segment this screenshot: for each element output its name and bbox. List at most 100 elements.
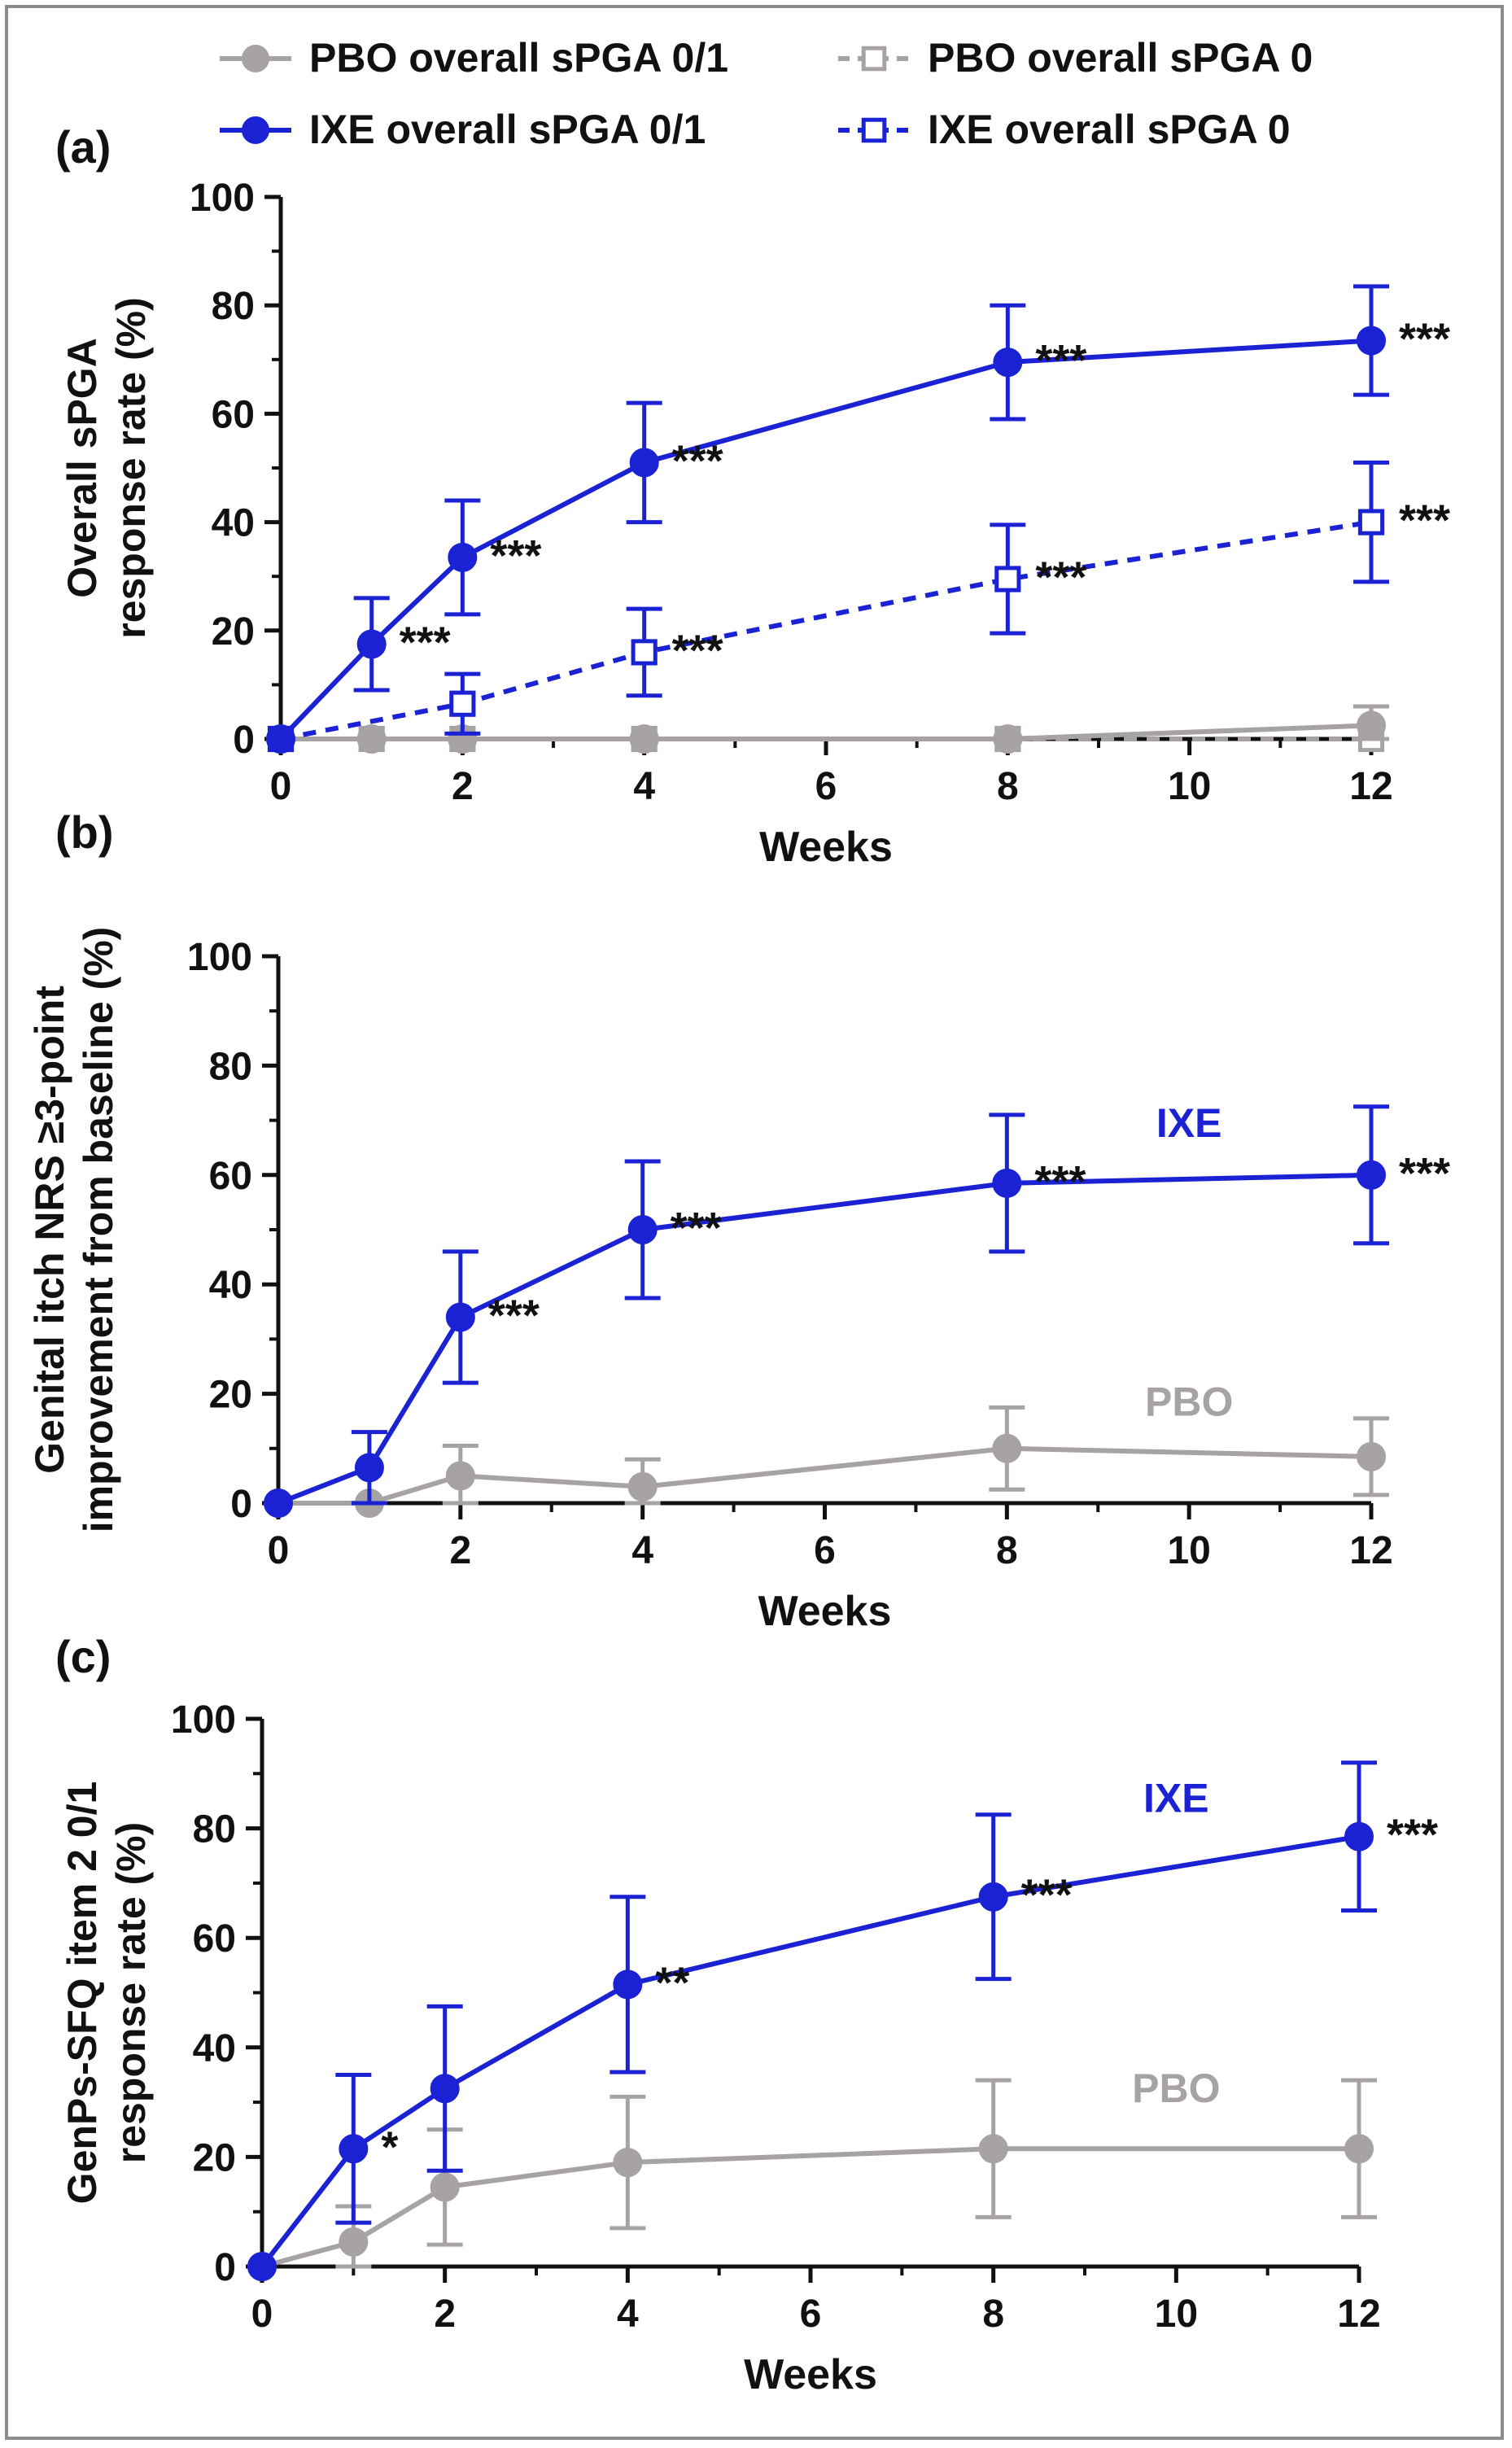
y-tick-label: 80 bbox=[209, 1045, 252, 1088]
data-point bbox=[629, 724, 659, 754]
x-tick-label: 2 bbox=[449, 1529, 471, 1572]
data-point bbox=[1357, 509, 1385, 536]
legend-item-ixe-overall-spga-0: IXE overall sPGA 0 bbox=[838, 107, 1291, 152]
y-tick-label: 40 bbox=[212, 502, 255, 545]
x-tick-label: 6 bbox=[814, 1529, 836, 1572]
x-tick-label: 0 bbox=[270, 765, 292, 808]
y-tick-label: 100 bbox=[171, 1698, 236, 1742]
x-axis-label: Weeks bbox=[758, 1588, 892, 1635]
series-line bbox=[261, 2146, 1359, 2269]
significance-label: *** bbox=[1399, 314, 1450, 363]
series-ixe-overall-spga-0-1: *** *** *** *** *** bbox=[266, 284, 1450, 754]
data-point bbox=[994, 566, 1021, 592]
data-point bbox=[627, 1215, 658, 1244]
x-tick-label: 12 bbox=[1337, 2293, 1380, 2336]
panel-label: (a) bbox=[55, 121, 111, 173]
x-tick-label: 12 bbox=[1349, 765, 1392, 808]
significance-label: *** bbox=[672, 436, 723, 485]
y-axis-label: GenPs-SFQ item 2 0/1 response rate (%) bbox=[59, 1781, 154, 2205]
y-tick-label: 80 bbox=[193, 1808, 236, 1851]
x-tick-label: 2 bbox=[452, 765, 474, 808]
series-inline-label-pbo: PBO bbox=[1145, 1379, 1233, 1424]
y-tick-label: 40 bbox=[209, 1264, 252, 1307]
panel-label: (c) bbox=[55, 1631, 111, 1682]
data-point bbox=[978, 1882, 1008, 1912]
series-inline-label-ixe: IXE bbox=[1143, 1775, 1209, 1821]
y-axis-label-line: Genital itch NRS ≥3-point bbox=[27, 986, 72, 1474]
data-point bbox=[339, 2227, 369, 2257]
x-tick-label: 10 bbox=[1167, 1529, 1210, 1572]
x-tick-label: 10 bbox=[1155, 2293, 1198, 2336]
data-point bbox=[1344, 2134, 1374, 2164]
legend-swatch-marker bbox=[242, 116, 269, 144]
figure-canvas: PBO overall sPGA 0/1 PBO overall sPGA 0 IX… bbox=[27, 35, 1450, 2398]
y-axis-label-line: GenPs-SFQ item 2 0/1 bbox=[59, 1781, 105, 2205]
data-point bbox=[992, 1433, 1022, 1463]
data-point bbox=[264, 1488, 293, 1518]
data-point bbox=[992, 1168, 1022, 1198]
y-axis-label-line: response rate (%) bbox=[108, 297, 154, 639]
legend-swatch-marker bbox=[242, 45, 269, 72]
y-tick-label: 20 bbox=[212, 610, 255, 654]
series-line bbox=[260, 1834, 1360, 2268]
legend-item-pbo-overall-spga-0-1: PBO overall sPGA 0/1 bbox=[220, 35, 728, 81]
x-tick-label: 0 bbox=[251, 2293, 273, 2336]
significance-label: *** bbox=[1399, 496, 1450, 545]
y-tick-label: 60 bbox=[209, 1155, 252, 1198]
legend-item-ixe-overall-spga-0-1: IXE overall sPGA 0/1 bbox=[220, 107, 706, 152]
legend-swatch-marker bbox=[861, 117, 887, 143]
data-point bbox=[1357, 326, 1386, 356]
y-tick-label: 0 bbox=[230, 1483, 252, 1526]
y-axis-label-line: improvement from baseline (%) bbox=[76, 927, 121, 1533]
x-axis-label: Weeks bbox=[744, 2351, 877, 2398]
y-axis-label: Overall sPGA response rate (%) bbox=[59, 297, 154, 639]
data-point bbox=[430, 2074, 460, 2104]
significance-label: *** bbox=[1387, 1811, 1438, 1860]
x-tick-label: 6 bbox=[800, 2293, 822, 2336]
significance-label: ** bbox=[655, 1958, 689, 2007]
y-tick-label: 20 bbox=[193, 2136, 236, 2179]
x-tick-label: 8 bbox=[997, 765, 1019, 808]
series-line bbox=[281, 723, 1372, 741]
x-tick-label: 6 bbox=[815, 765, 837, 808]
legend-label: PBO overall sPGA 0 bbox=[928, 35, 1313, 81]
data-point bbox=[339, 2134, 369, 2164]
data-point bbox=[356, 629, 387, 659]
x-tick-label: 0 bbox=[268, 1529, 290, 1572]
x-tick-label: 4 bbox=[633, 765, 655, 808]
data-point bbox=[1357, 1441, 1386, 1471]
y-tick-label: 60 bbox=[212, 393, 255, 436]
data-point bbox=[978, 2134, 1008, 2164]
data-point bbox=[993, 348, 1023, 378]
data-point bbox=[613, 2148, 643, 2178]
series-inline-label-ixe: IXE bbox=[1156, 1100, 1222, 1146]
series-ixe-overall-spga-0: *** *** *** bbox=[267, 460, 1450, 753]
legend-swatch-marker bbox=[861, 46, 887, 72]
data-point bbox=[356, 724, 387, 754]
data-point bbox=[247, 2252, 277, 2281]
significance-label: *** bbox=[488, 1292, 540, 1340]
data-point bbox=[354, 1453, 384, 1483]
x-tick-label: 8 bbox=[982, 2293, 1004, 2336]
data-point bbox=[266, 724, 295, 754]
x-tick-label: 4 bbox=[631, 1529, 653, 1572]
significance-label: *** bbox=[671, 1204, 722, 1252]
data-point bbox=[445, 1302, 475, 1332]
significance-label: * bbox=[381, 2122, 398, 2171]
x-tick-label: 10 bbox=[1168, 765, 1211, 808]
x-axis-label: Weeks bbox=[759, 824, 893, 871]
significance-label: *** bbox=[672, 626, 723, 675]
data-point bbox=[631, 639, 658, 666]
legend-label: PBO overall sPGA 0/1 bbox=[309, 35, 728, 81]
series-ixe: ********* bbox=[247, 1760, 1438, 2281]
significance-label: *** bbox=[1399, 1149, 1450, 1198]
data-point bbox=[1357, 1160, 1386, 1190]
y-tick-label: 60 bbox=[193, 1917, 236, 1961]
data-point bbox=[1344, 1821, 1374, 1851]
data-point bbox=[449, 690, 476, 717]
data-point bbox=[1357, 710, 1386, 741]
series-ixe: *** *** *** *** bbox=[264, 1104, 1450, 1518]
x-tick-label: 12 bbox=[1349, 1529, 1392, 1572]
significance-label: *** bbox=[1034, 1157, 1086, 1206]
legend-label: IXE overall sPGA 0 bbox=[928, 107, 1291, 152]
